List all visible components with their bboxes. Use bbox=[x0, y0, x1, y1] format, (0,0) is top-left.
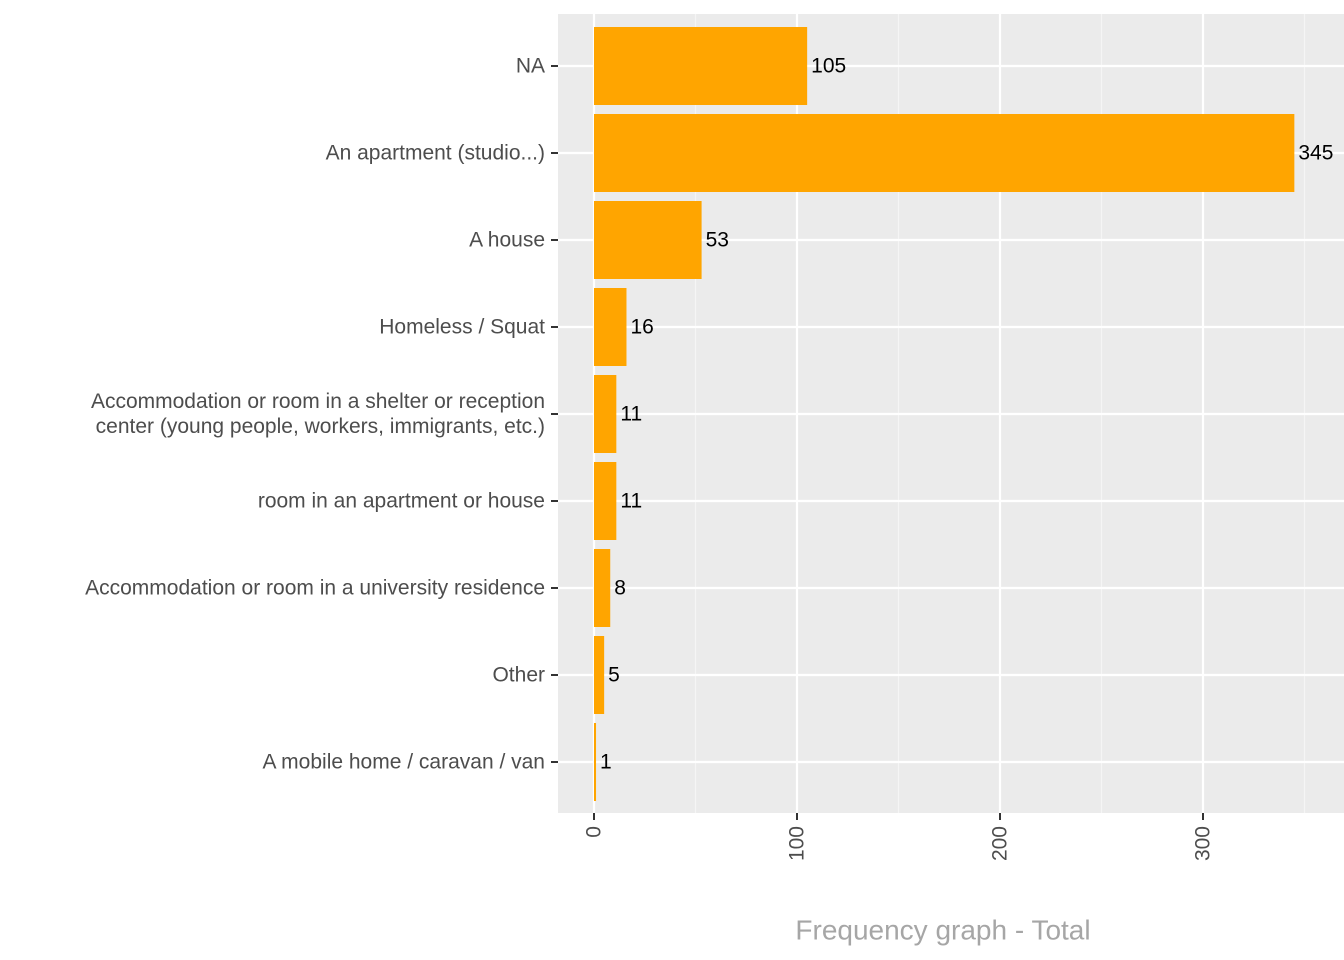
x-tick-label: 100 bbox=[786, 826, 809, 861]
category-label: NA bbox=[516, 55, 545, 78]
category-label: Other bbox=[492, 664, 545, 687]
data-label: 11 bbox=[620, 490, 642, 513]
data-label: 105 bbox=[811, 55, 846, 78]
category-label: An apartment (studio...) bbox=[326, 142, 545, 165]
data-label: 53 bbox=[706, 229, 729, 252]
x-tick-label: 0 bbox=[583, 826, 606, 838]
data-labels: 105 345 53 16 11 11 8 5 1 bbox=[600, 55, 1333, 774]
bar bbox=[594, 201, 702, 279]
category-label: A mobile home / caravan / van bbox=[263, 751, 546, 774]
x-axis: 0 100 200 300 bbox=[583, 813, 1215, 861]
data-label: 345 bbox=[1298, 142, 1333, 165]
bar bbox=[594, 114, 1295, 192]
bar bbox=[594, 462, 617, 540]
category-label: Accommodation or room in a shelter or re… bbox=[91, 390, 545, 438]
category-label: Homeless / Squat bbox=[379, 316, 545, 339]
data-label: 5 bbox=[608, 664, 620, 687]
category-label: room in an apartment or house bbox=[258, 490, 545, 513]
bar bbox=[594, 288, 627, 366]
category-label: Accommodation or room in a university re… bbox=[85, 577, 545, 600]
bars bbox=[594, 27, 1295, 801]
bar bbox=[594, 27, 808, 105]
data-label: 1 bbox=[600, 751, 612, 774]
x-tick-label: 300 bbox=[1192, 826, 1215, 861]
x-tick-label: 200 bbox=[989, 826, 1012, 861]
data-label: 8 bbox=[614, 577, 626, 600]
data-label: 16 bbox=[630, 316, 653, 339]
data-label: 11 bbox=[620, 403, 642, 426]
bar bbox=[594, 549, 611, 627]
bar bbox=[594, 375, 617, 453]
y-axis: NA An apartment (studio...) A house Homeles… bbox=[85, 55, 558, 774]
bar bbox=[594, 723, 597, 801]
category-label: A house bbox=[469, 229, 545, 252]
x-axis-title: Frequency graph - Total bbox=[795, 915, 1090, 946]
bar bbox=[594, 636, 605, 714]
